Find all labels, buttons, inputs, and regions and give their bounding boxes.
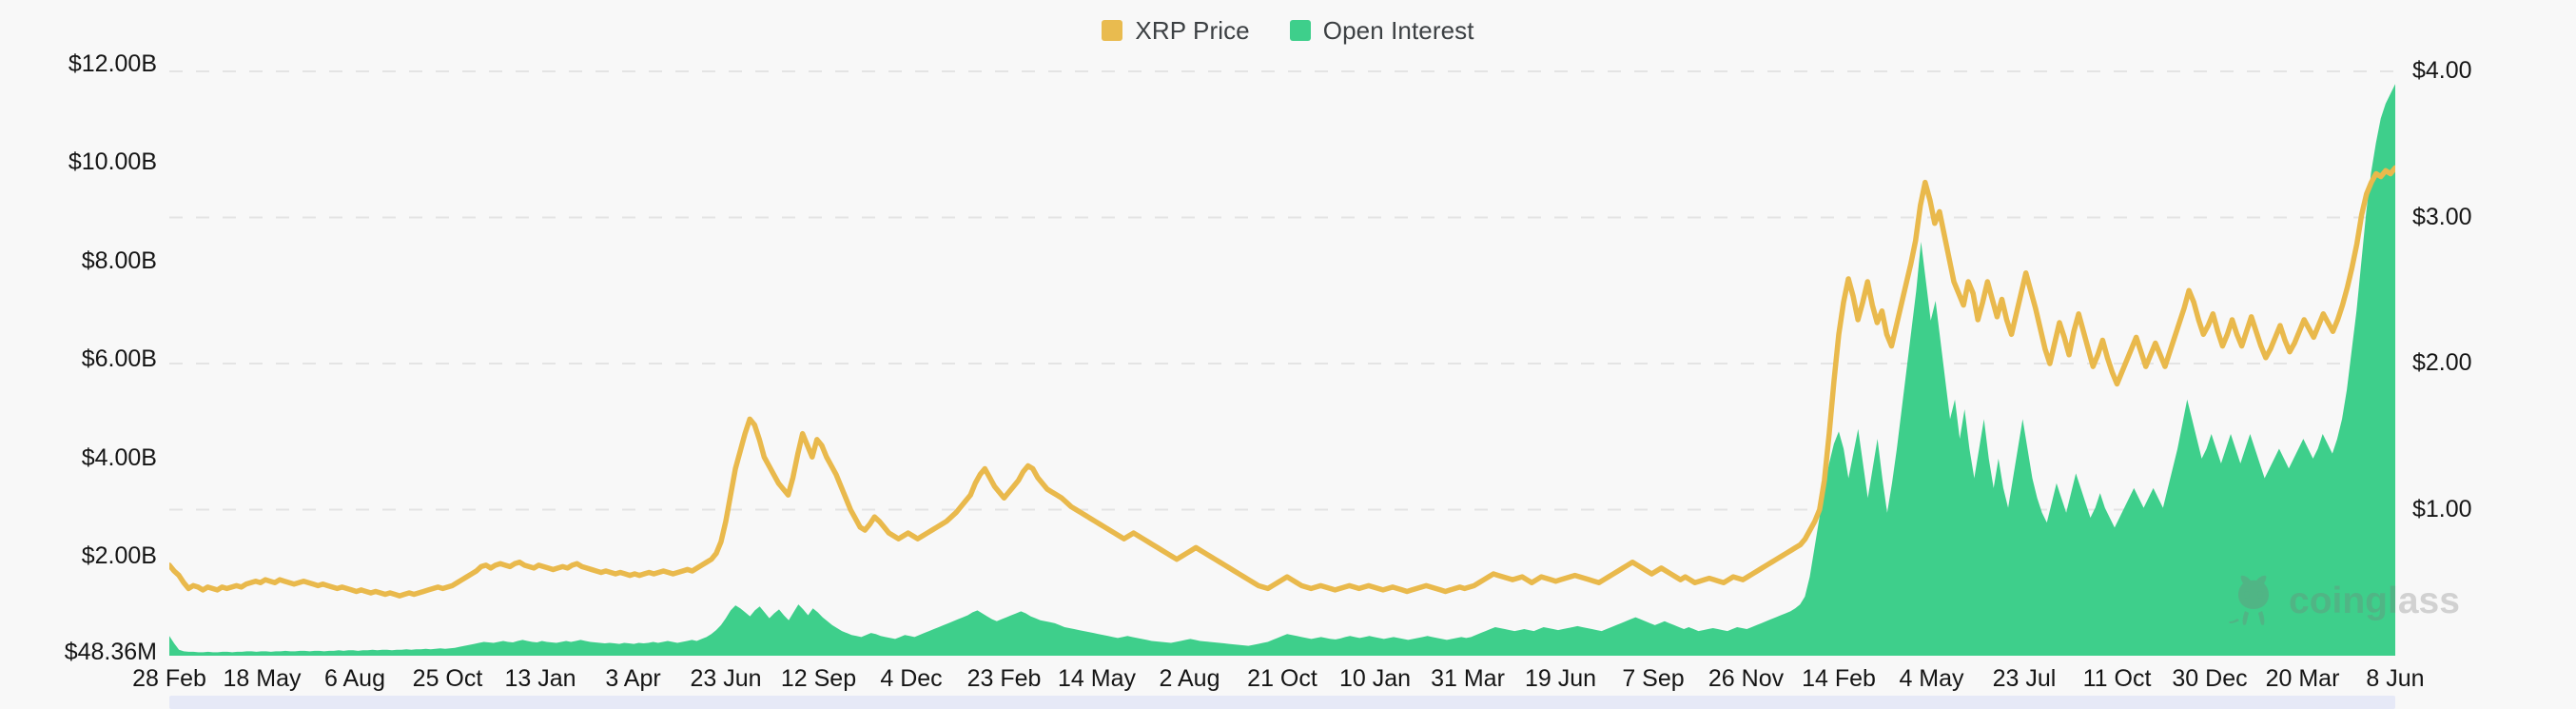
x-axis-tick: 2 Aug: [1159, 665, 1220, 692]
square-swatch-icon: [1289, 20, 1311, 41]
range-scrollbar[interactable]: [0, 696, 2576, 709]
chart-legend: XRP Price Open Interest: [0, 13, 2576, 48]
chart-gridlines: [169, 70, 2395, 511]
x-axis-tick: 10 Jan: [1338, 665, 1412, 692]
y-axis-left-tick: $10.00B: [68, 148, 157, 176]
x-axis-tick: 26 Nov: [1708, 665, 1785, 692]
x-axis-tick: 8 Jun: [2366, 665, 2425, 692]
x-axis-tick: 25 Oct: [412, 665, 483, 692]
y-axis-right-tick: $3.00: [2412, 203, 2472, 230]
legend-item-xrp-price[interactable]: XRP Price: [1102, 15, 1250, 46]
x-axis-tick: 23 Jul: [1992, 665, 2057, 692]
x-axis-tick: 4 May: [1899, 665, 1964, 692]
legend-label-xrp-price: XRP Price: [1135, 15, 1250, 45]
x-axis-tick: 20 Mar: [2265, 665, 2340, 692]
y-axis-left-tick: $4.00B: [81, 443, 157, 471]
y-axis-left-tick: $8.00B: [81, 246, 157, 274]
y-axis-left-tick: $12.00B: [68, 49, 157, 77]
open-interest-area-series: [169, 84, 2395, 656]
xrp-price-line-series: [169, 165, 2395, 599]
x-axis-tick: 13 Jan: [504, 665, 576, 692]
x-axis-tick: 14 Feb: [1802, 665, 1876, 692]
x-axis-tick: 28 Feb: [132, 665, 206, 692]
x-axis-tick: 11 Oct: [2082, 665, 2152, 692]
x-axis-tick: 21 Oct: [1247, 665, 1317, 692]
square-swatch-icon: [1102, 20, 1123, 41]
y-axis-left-tick: $2.00B: [81, 542, 157, 570]
x-axis-tick: 19 Jun: [1524, 665, 1597, 692]
y-axis-right-tick: $4.00: [2412, 57, 2472, 85]
x-axis-tick: 3 Apr: [605, 665, 661, 692]
x-axis-tick: 31 Mar: [1431, 665, 1505, 692]
x-axis-tick: 4 Dec: [880, 665, 943, 692]
chart-canvas: [169, 70, 2395, 656]
legend-label-open-interest: Open Interest: [1322, 15, 1474, 45]
x-axis-tick: 18 May: [223, 665, 302, 692]
y-axis-right-tick: $2.00: [2412, 349, 2472, 376]
x-axis-tick: 23 Jun: [690, 665, 762, 692]
x-axis-tick: 6 Aug: [324, 665, 385, 692]
x-axis-tick: 14 May: [1058, 665, 1136, 692]
x-axis-tick: 7 Sep: [1622, 665, 1685, 692]
legend-item-open-interest[interactable]: Open Interest: [1289, 15, 1474, 46]
y-axis-right-tick: $1.00: [2412, 495, 2472, 522]
y-axis-left-tick: $6.00B: [81, 345, 157, 373]
y-axis-left-tick: $48.36M: [64, 639, 157, 666]
x-axis-tick: 30 Dec: [2172, 665, 2248, 692]
x-axis-tick: 12 Sep: [780, 665, 857, 692]
range-scrollbar-thumb[interactable]: [169, 696, 2395, 709]
x-axis-tick: 23 Feb: [966, 665, 1042, 692]
chart-plot-area[interactable]: [169, 49, 2395, 656]
